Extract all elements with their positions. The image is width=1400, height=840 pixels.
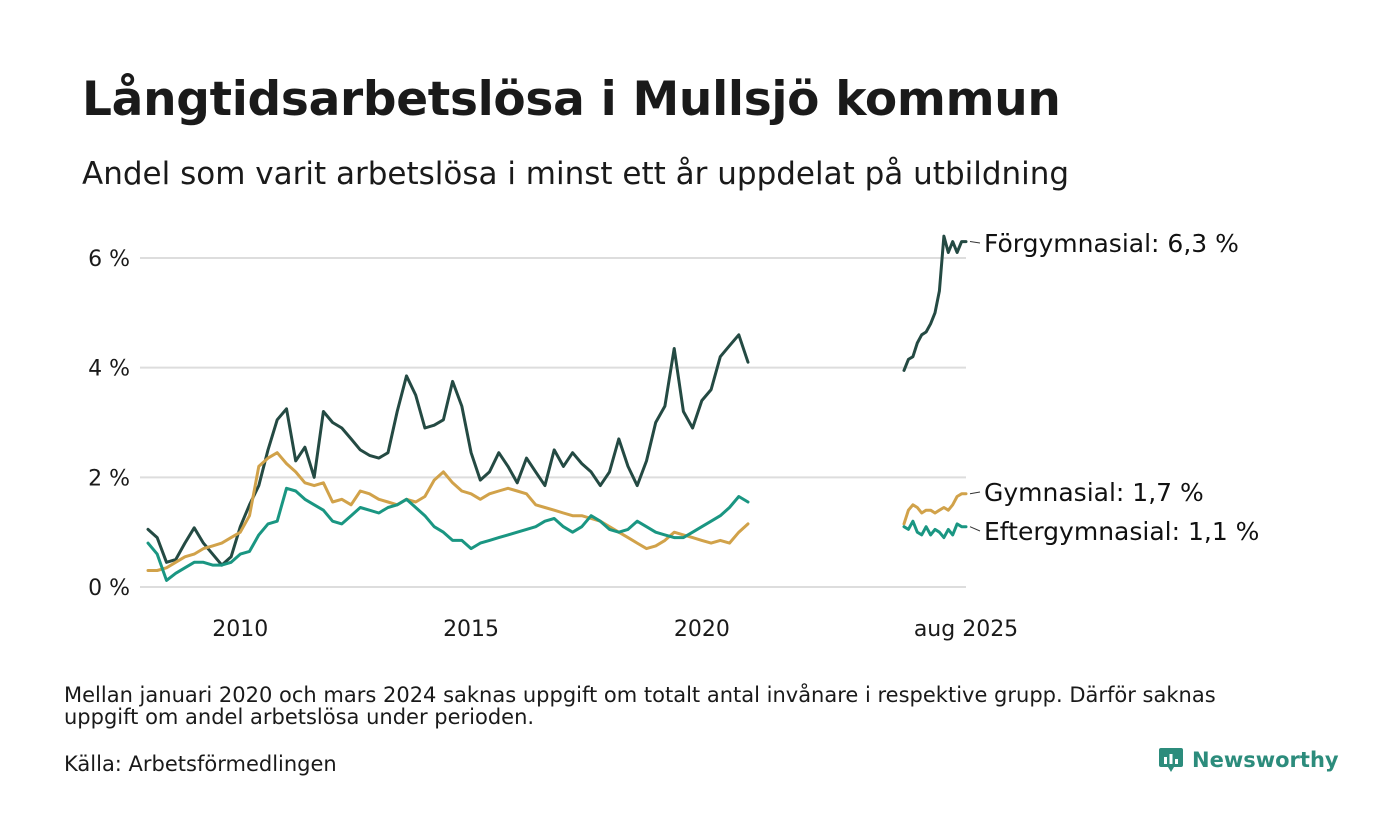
newsworthy-logo-icon (1159, 748, 1183, 772)
series-line-eftergymnasial (902, 519, 968, 540)
source-text: Källa: Arbetsförmedlingen (64, 752, 337, 776)
brand-logo: Newsworthy (1158, 746, 1339, 774)
series-line-forgymnasial (146, 333, 750, 567)
end-label-eftergymnasial: Eftergymnasial: 1,1 % (984, 517, 1259, 546)
y-tick-label: 2 % (88, 466, 130, 491)
x-tick-label: 2010 (212, 617, 268, 642)
footnote: Mellan januari 2020 och mars 2024 saknas… (64, 683, 1216, 729)
line-chart: 0 % 2 % 4 % 6 % 2010 2015 2020 aug 2025 Förgymna… (88, 229, 1259, 642)
y-tick-label: 6 % (88, 247, 130, 272)
x-tick-label: 2020 (674, 617, 730, 642)
leader-line (969, 491, 981, 495)
series-line-eftergymnasial (146, 486, 750, 582)
x-tick-label: aug 2025 (914, 617, 1018, 642)
chart-subtitle: Andel som varit arbetslösa i minst ett å… (82, 156, 1070, 192)
series-line-gymnasial (146, 451, 750, 572)
end-label-gymnasial: Gymnasial: 1,7 % (984, 478, 1204, 507)
end-label-forgymnasial: Förgymnasial: 6,3 % (984, 229, 1239, 258)
leader-line (969, 526, 981, 532)
x-tick-label: 2015 (443, 617, 499, 642)
leader-line (969, 241, 981, 244)
y-tick-label: 4 % (88, 357, 130, 382)
series-line-forgymnasial (902, 234, 968, 372)
chart-title: Långtidsarbetslösa i Mullsjö kommun (82, 72, 1061, 127)
series-line-gymnasial (902, 492, 968, 526)
brand-name: Newsworthy (1192, 748, 1339, 772)
y-tick-label: 0 % (88, 576, 130, 601)
